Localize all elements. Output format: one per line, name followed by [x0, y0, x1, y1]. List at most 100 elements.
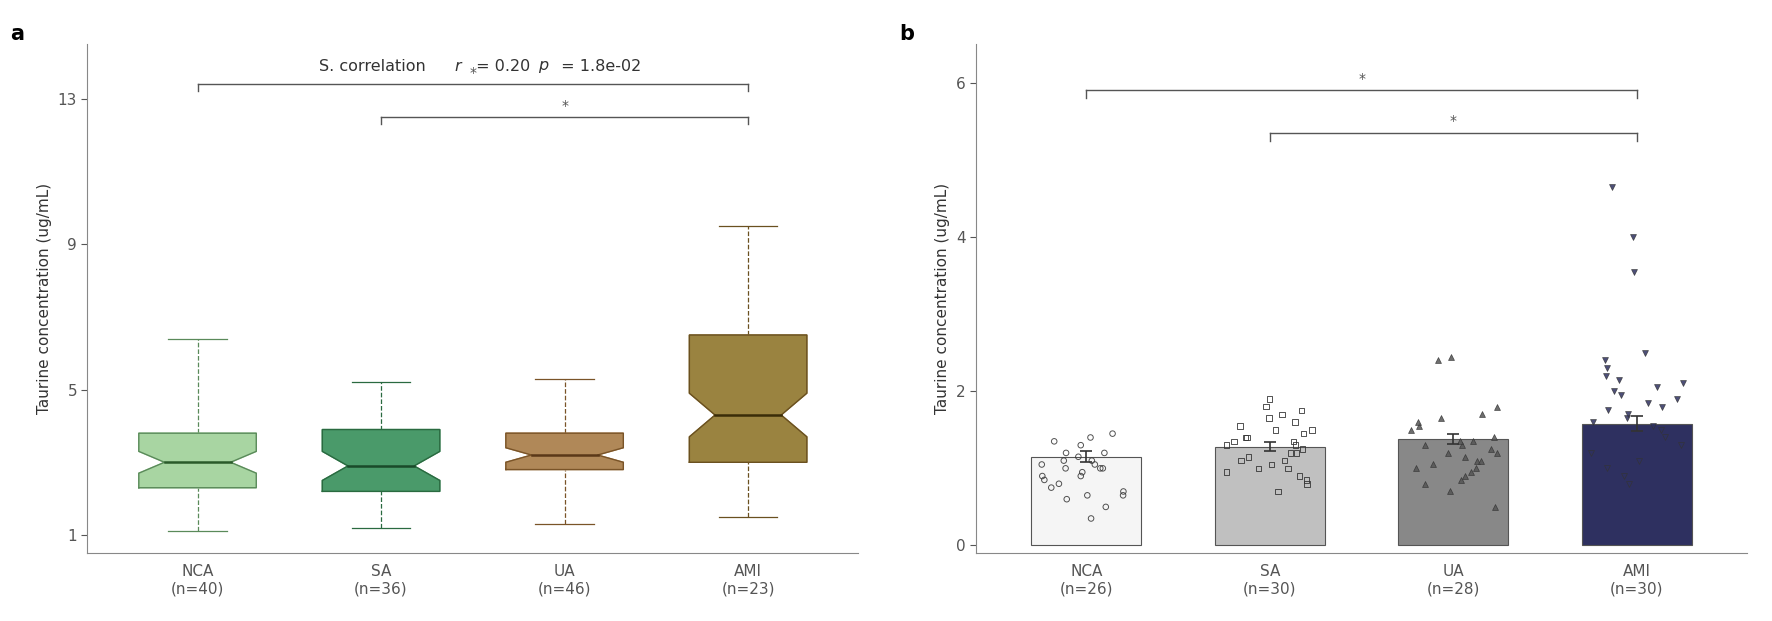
Point: [1458, 437, 1487, 446]
Point: [1600, 386, 1628, 396]
Point: [1263, 486, 1292, 496]
Point: [1088, 463, 1116, 473]
Text: = 1.8e-02: = 1.8e-02: [556, 60, 641, 75]
Point: [1620, 266, 1648, 276]
Bar: [1398, 439, 1508, 545]
Point: [1437, 351, 1465, 361]
Point: [1212, 440, 1240, 450]
Point: [1446, 437, 1474, 446]
Text: b: b: [898, 24, 914, 43]
Point: [1030, 475, 1058, 485]
Point: [1233, 432, 1262, 442]
Point: [1255, 413, 1283, 423]
Point: [1053, 448, 1081, 458]
Text: *: *: [1357, 72, 1364, 86]
Point: [1226, 421, 1255, 431]
Point: [1483, 448, 1512, 458]
Point: [1040, 437, 1069, 446]
Point: [1297, 425, 1325, 435]
Point: [1462, 463, 1490, 473]
Point: [1396, 425, 1425, 435]
Text: S. correlation: S. correlation: [319, 60, 431, 75]
Point: [1028, 460, 1056, 469]
Point: [1274, 463, 1302, 473]
Point: [1652, 432, 1680, 442]
Bar: [1216, 446, 1325, 545]
Bar: [1031, 457, 1141, 545]
Point: [1292, 475, 1320, 485]
Point: [1099, 428, 1127, 438]
Point: [1448, 440, 1476, 450]
Point: [1271, 456, 1299, 466]
Point: [1591, 355, 1620, 365]
Point: [1403, 417, 1432, 427]
Point: [1577, 448, 1605, 458]
Point: [1620, 232, 1648, 242]
Point: [1244, 463, 1272, 473]
Point: [1067, 440, 1095, 450]
Y-axis label: Taurine concentration (ug/mL): Taurine concentration (ug/mL): [37, 183, 51, 414]
Point: [1598, 182, 1627, 192]
Text: *: *: [470, 66, 477, 81]
Text: *: *: [1449, 114, 1457, 128]
Point: [1051, 463, 1079, 473]
Point: [1253, 402, 1281, 412]
Point: [1634, 398, 1662, 408]
Point: [1219, 437, 1247, 446]
Point: [1290, 428, 1318, 438]
Point: [1276, 448, 1304, 458]
Point: [1090, 448, 1118, 458]
Point: [1464, 456, 1492, 466]
Point: [1288, 406, 1317, 415]
Point: [1419, 460, 1448, 469]
Point: [1434, 448, 1462, 458]
Point: [1285, 471, 1313, 481]
Point: [1579, 417, 1607, 427]
Point: [1411, 440, 1439, 450]
Point: [1611, 471, 1639, 481]
Point: [1648, 402, 1676, 412]
Point: [1049, 456, 1077, 466]
Point: [1067, 471, 1095, 481]
Point: [1669, 379, 1698, 389]
Point: [1630, 348, 1659, 358]
Point: [1639, 421, 1667, 431]
Point: [1448, 475, 1476, 485]
Polygon shape: [323, 430, 439, 491]
Point: [1625, 456, 1653, 466]
Polygon shape: [138, 433, 257, 487]
Polygon shape: [689, 335, 806, 462]
Point: [1258, 460, 1286, 469]
Point: [1451, 452, 1480, 462]
Point: [1109, 486, 1138, 496]
Point: [1457, 467, 1485, 477]
Point: [1467, 409, 1496, 419]
Point: [1476, 444, 1504, 454]
Point: [1480, 432, 1508, 442]
Point: [1053, 494, 1081, 504]
Point: [1065, 452, 1093, 462]
Point: [1283, 448, 1311, 458]
Point: [1605, 374, 1634, 384]
Point: [1435, 486, 1464, 496]
Point: [1076, 432, 1104, 442]
Point: [1426, 413, 1455, 423]
Point: [1262, 425, 1290, 435]
Point: [1081, 460, 1109, 469]
Point: [1451, 471, 1480, 481]
Point: [1281, 440, 1310, 450]
Point: [1232, 432, 1260, 442]
Point: [1279, 437, 1308, 446]
Point: [1402, 463, 1430, 473]
Point: [1269, 409, 1297, 419]
Bar: [1582, 424, 1692, 545]
Point: [1294, 479, 1322, 489]
Text: $r$: $r$: [454, 60, 462, 75]
Text: *: *: [562, 99, 569, 113]
Point: [1045, 479, 1074, 489]
Point: [1607, 390, 1636, 400]
Point: [1662, 394, 1690, 404]
Point: [1593, 463, 1621, 473]
Point: [1281, 417, 1310, 427]
Point: [1077, 456, 1106, 466]
